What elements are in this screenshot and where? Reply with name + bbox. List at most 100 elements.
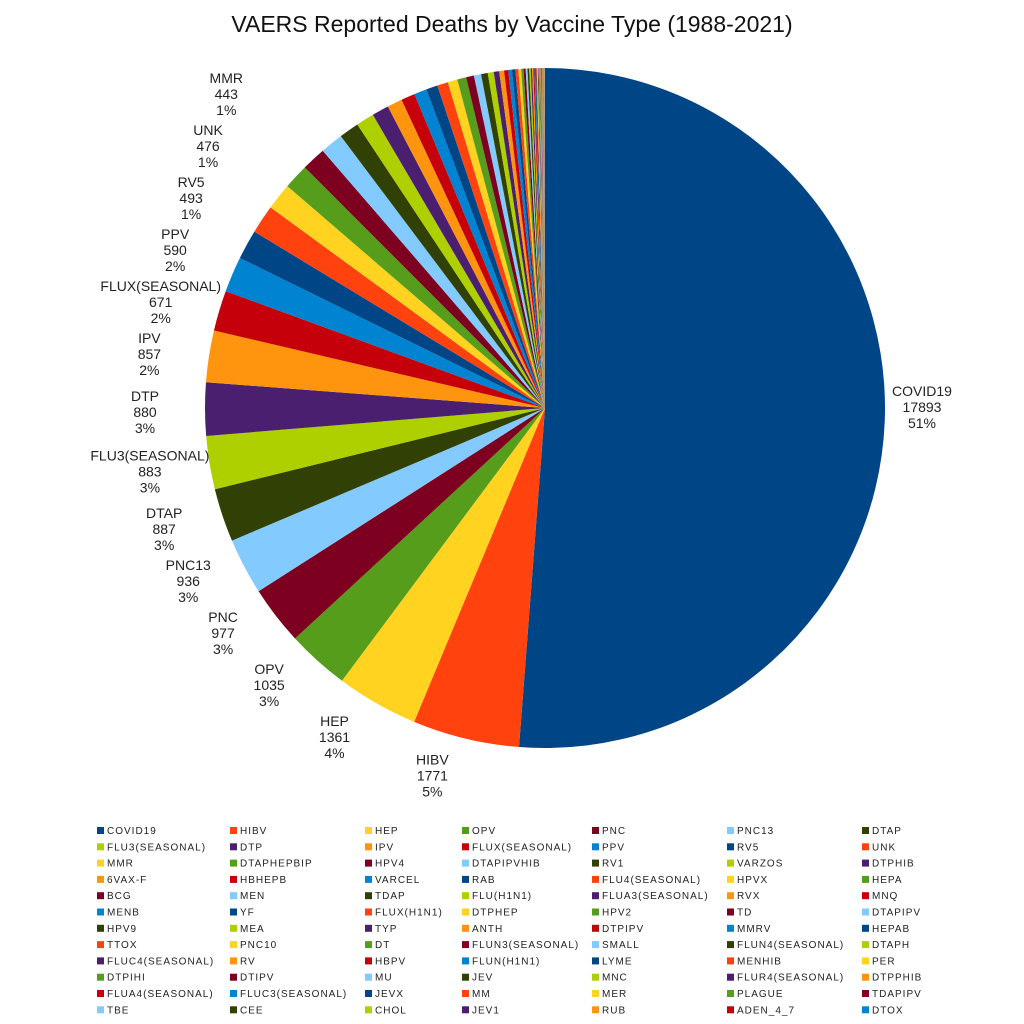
legend-item: DTAP — [862, 826, 901, 837]
pie-slice — [536, 68, 545, 408]
pie-slice — [508, 69, 545, 409]
legend-label: ADEN_4_7 — [737, 1005, 795, 1016]
legend-swatch — [592, 908, 599, 916]
legend-item: RVX — [727, 891, 759, 902]
legend-item: RAB — [462, 875, 495, 886]
pie-slice — [541, 68, 545, 408]
slice-label: FLUX(SEASONAL) 671 2% — [100, 278, 221, 326]
legend-item: DTAPIPV — [862, 908, 920, 919]
legend-label: 6VAX-F — [107, 875, 147, 886]
legend-label: HEP — [375, 826, 399, 837]
pie-slice — [540, 68, 545, 408]
slice-label: DTP 880 3% — [131, 388, 159, 436]
legend-swatch — [462, 908, 469, 916]
pie-slice — [213, 291, 545, 408]
legend-label: DTPHIB — [872, 859, 915, 870]
legend-label: TDAPIPV — [872, 989, 922, 1000]
legend-label: MENHIB — [737, 956, 782, 967]
legend-swatch — [862, 924, 869, 932]
legend-swatch — [230, 990, 237, 997]
legend-item: OPV — [462, 826, 495, 837]
legend-label: RUB — [602, 1005, 626, 1016]
legend-swatch — [365, 892, 372, 900]
legend-item: FLUN3(SEASONAL) — [462, 940, 578, 951]
pie-slice — [542, 68, 545, 408]
legend-label: IPV — [375, 842, 394, 853]
legend-swatch — [862, 973, 869, 981]
legend-swatch — [592, 843, 599, 851]
legend-label: ANTH — [472, 924, 503, 935]
legend-item: DTPIPV — [592, 924, 643, 935]
pie-slice — [542, 68, 545, 408]
legend-label: MEN — [240, 891, 265, 902]
legend-label: JEVX — [375, 989, 404, 1000]
pie-slice — [544, 68, 545, 408]
legend-item: HPVX — [727, 875, 767, 886]
legend-item: MMRV — [727, 924, 770, 935]
pie-slice — [225, 258, 545, 408]
legend-item: TDAPIPV — [862, 989, 922, 1000]
pie-slice — [387, 99, 545, 409]
legend-swatch — [97, 1006, 104, 1014]
legend-label: FLUX(H1N1) — [375, 908, 443, 919]
legend-swatch — [365, 1006, 372, 1014]
legend-swatch — [862, 859, 869, 867]
legend-label: JEV1 — [472, 1005, 500, 1016]
legend-label: FLUN4(SEASONAL) — [737, 940, 844, 951]
legend-item: TBE — [97, 1005, 128, 1016]
pie-slice — [542, 68, 545, 409]
legend-swatch — [97, 827, 104, 834]
legend-swatch — [862, 1006, 869, 1014]
legend-label: DTOX — [872, 1005, 904, 1016]
legend-swatch — [727, 1006, 734, 1014]
legend-swatch — [97, 908, 104, 916]
legend-item: FLUR4(SEASONAL) — [727, 973, 843, 984]
pie-slice — [258, 408, 545, 639]
legend-swatch — [230, 908, 237, 916]
legend-item: FLUX(SEASONAL) — [462, 842, 572, 853]
legend-item: HEPA — [862, 875, 902, 886]
legend-label: DTP — [240, 842, 263, 853]
legend-item: RV5 — [727, 842, 758, 853]
legend-label: FLUX(SEASONAL) — [472, 842, 572, 853]
legend-label: UNK — [872, 842, 896, 853]
pie-slice — [414, 408, 545, 748]
legend-label: MENB — [107, 908, 140, 919]
legend-label: VARCEL — [375, 875, 420, 886]
legend-label: MEA — [240, 924, 265, 935]
legend-swatch — [365, 843, 372, 851]
legend-label: HPV2 — [602, 908, 632, 919]
legend-item: PPV — [592, 842, 624, 853]
legend-item: MNQ — [862, 891, 897, 902]
pie-slice — [487, 71, 545, 409]
legend-swatch — [230, 843, 237, 851]
legend-swatch — [462, 843, 469, 851]
slice-labels: COVID19 17893 51% HIBV 1771 5% HEP 1361 4% OPV 103… — [90, 70, 952, 800]
legend-item: TYP — [365, 924, 396, 935]
legend-label: PLAGUE — [737, 989, 784, 1000]
pie-slice — [519, 68, 885, 748]
legend-item: DTIPV — [230, 973, 273, 984]
legend-label: DTAPH — [872, 940, 910, 951]
pie-slice — [537, 68, 545, 408]
pie-slice — [533, 68, 545, 408]
legend-item: MEA — [230, 924, 265, 935]
legend-item: DTAPIPVHIB — [462, 859, 540, 870]
legend-swatch — [97, 973, 104, 981]
pie-slice — [357, 114, 545, 408]
legend-swatch — [727, 843, 734, 851]
legend-item: DTAPHEPBIP — [230, 859, 312, 870]
legend-item: MENHIB — [727, 956, 782, 967]
legend-item: PER — [862, 956, 895, 967]
legend-swatch — [230, 859, 237, 867]
pie-slice — [544, 68, 545, 409]
legend-item: FLUX(H1N1) — [365, 908, 443, 919]
slice-label: DTAP 887 3% — [146, 505, 182, 553]
legend-item: HBPV — [365, 956, 405, 967]
legend-item: PLAGUE — [727, 989, 784, 1000]
legend-label: JEV — [472, 973, 493, 984]
pie-slice — [539, 68, 545, 408]
legend-swatch — [727, 941, 734, 949]
pie-slice — [239, 231, 546, 408]
legend-swatch — [365, 973, 372, 981]
